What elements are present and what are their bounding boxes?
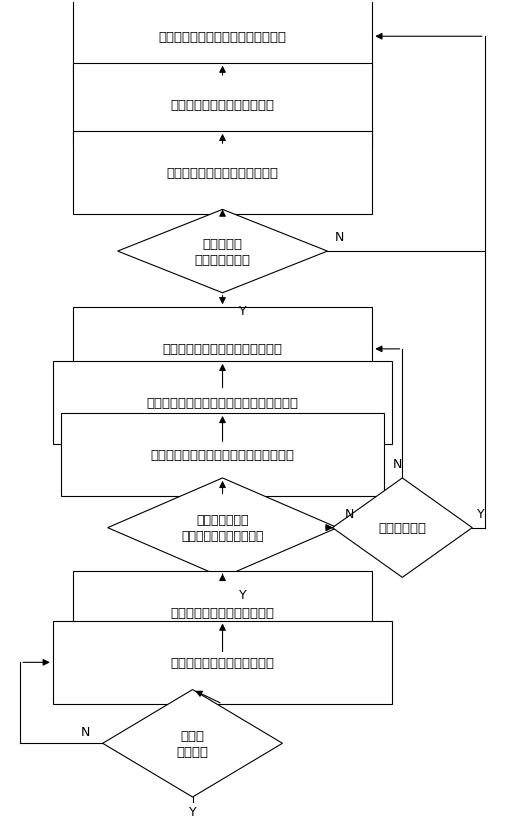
Text: 朝向门口拍摄进门人图像信息: 朝向门口拍摄进门人图像信息 bbox=[171, 99, 275, 111]
Text: Y: Y bbox=[239, 589, 246, 602]
Text: N: N bbox=[393, 458, 402, 470]
Bar bbox=[73, 132, 372, 215]
Bar bbox=[73, 0, 372, 79]
Text: 尾随者
是否出门: 尾随者 是否出门 bbox=[177, 729, 209, 758]
Text: Y: Y bbox=[239, 305, 246, 318]
Text: 是否接收到
电子端反馈信息: 是否接收到 电子端反馈信息 bbox=[194, 238, 250, 266]
Bar bbox=[53, 361, 392, 445]
Bar bbox=[53, 621, 392, 704]
Polygon shape bbox=[108, 478, 337, 577]
Text: 智能门锁与电子端进行无线通信: 智能门锁与电子端进行无线通信 bbox=[167, 167, 279, 180]
Bar bbox=[61, 414, 384, 497]
Polygon shape bbox=[103, 690, 282, 797]
Text: 拍摄进门人图像，与检索的用户图像比对: 拍摄进门人图像，与检索的用户图像比对 bbox=[150, 449, 294, 462]
Text: 跟踪拍摄进门尾随者图像信息: 跟踪拍摄进门尾随者图像信息 bbox=[171, 656, 275, 669]
Polygon shape bbox=[118, 210, 327, 293]
Text: Y: Y bbox=[477, 507, 485, 520]
Text: 根据电子端密码验证结果打开门锁: 根据电子端密码验证结果打开门锁 bbox=[163, 343, 282, 356]
Text: 发出提醒，或标示进门人图像: 发出提醒，或标示进门人图像 bbox=[171, 606, 275, 619]
Text: N: N bbox=[81, 725, 90, 738]
Bar bbox=[73, 308, 372, 391]
Bar bbox=[73, 64, 372, 147]
Text: 门锁是否关闭: 门锁是否关闭 bbox=[378, 522, 426, 535]
Bar bbox=[73, 571, 372, 654]
Text: 是否存在与用户
图像不匹配的进门人图像: 是否存在与用户 图像不匹配的进门人图像 bbox=[181, 514, 264, 542]
Text: Y: Y bbox=[189, 805, 196, 818]
Text: N: N bbox=[335, 231, 344, 244]
Polygon shape bbox=[332, 478, 472, 577]
Text: N: N bbox=[345, 507, 355, 520]
Text: 建立电子端与关联用户图像对应关系: 建立电子端与关联用户图像对应关系 bbox=[159, 30, 286, 43]
Text: 监测进门电子端，根据电子端检索用户图像: 监测进门电子端，根据电子端检索用户图像 bbox=[146, 396, 298, 410]
